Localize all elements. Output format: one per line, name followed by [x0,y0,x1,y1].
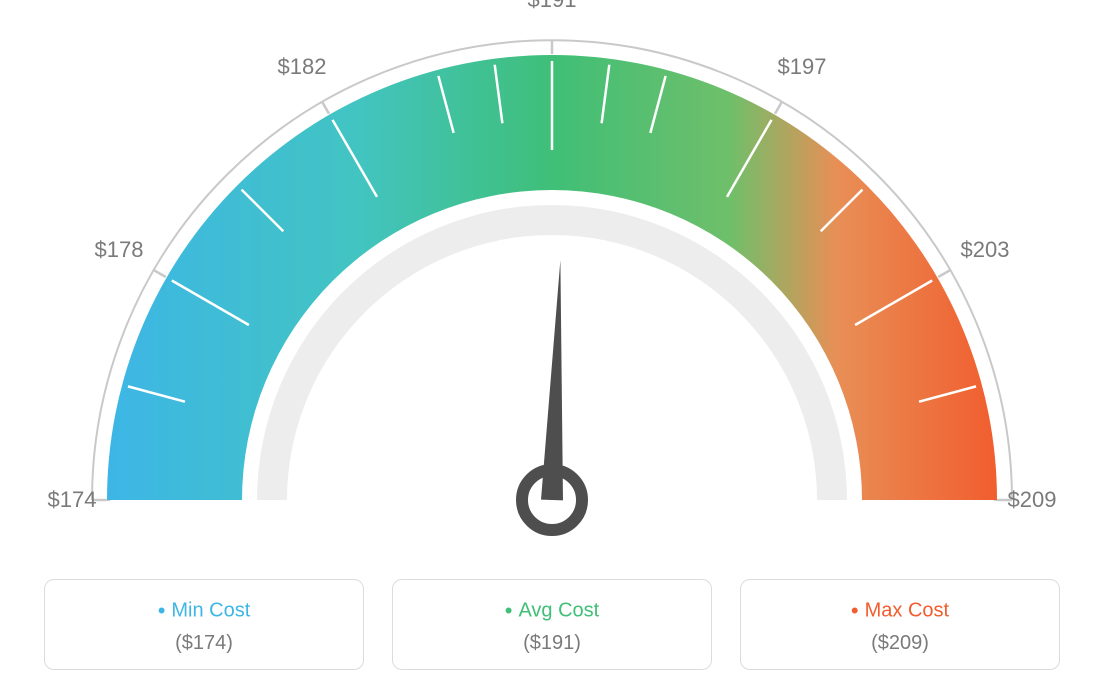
gauge-tick-label: $203 [961,237,1010,263]
legend-box-min: •Min Cost ($174) [44,579,364,670]
legend-box-max: • Max Cost ($209) [740,579,1060,670]
legend: •Min Cost ($174) •Avg Cost ($191) •Max C… [0,579,1104,670]
dot-icon: • [505,598,513,623]
legend-value-max: ($209) [751,632,1049,655]
legend-title-avg: •Avg Cost [403,598,701,624]
gauge-tick-label: $174 [48,487,97,513]
legend-title-max: • Max Cost [751,598,1049,624]
legend-title-max-text: Max Cost [865,599,949,621]
legend-title-min-text: Min Cost [171,599,250,621]
gauge-tick-label: $182 [278,54,327,80]
gauge-chart: $174 $178 $182 $191 $197 $203 $209 [0,0,1104,560]
gauge-tick-label: $191 [528,0,577,13]
legend-value-min: ($174) [55,632,353,655]
gauge-tick-label: $178 [95,237,144,263]
dot-icon: • [851,598,859,623]
legend-title-min: •Min Cost [55,598,353,624]
dot-icon: • [158,598,166,623]
legend-title-avg-text: Avg Cost [518,599,599,621]
gauge-tick-label: $209 [1008,487,1057,513]
gauge-svg [0,0,1104,560]
legend-box-avg: •Avg Cost ($191) [392,579,712,670]
legend-value-avg: ($191) [403,632,701,655]
gauge-tick-label: $197 [778,54,827,80]
